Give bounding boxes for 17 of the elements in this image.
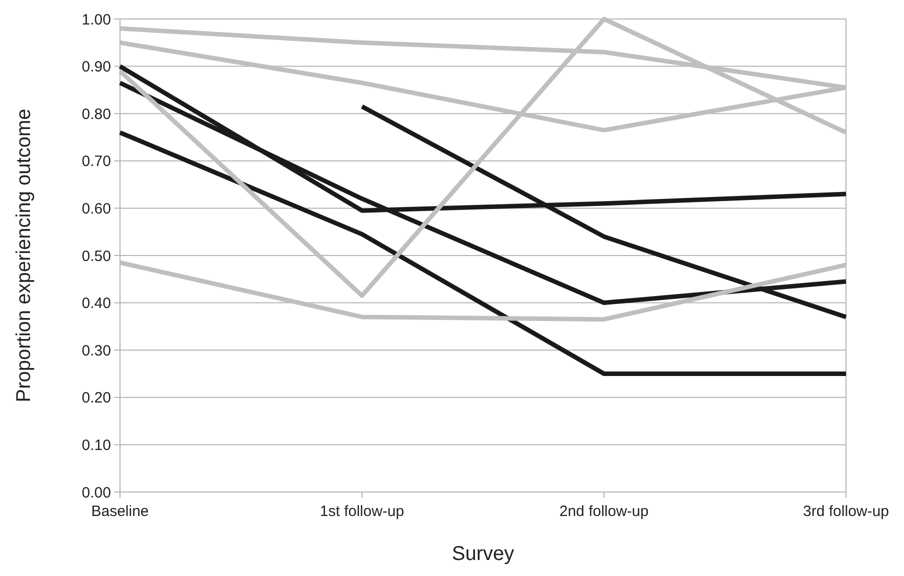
y-tick-label: 1.00 — [82, 11, 111, 28]
y-axis-title: Proportion experiencing outcome — [13, 108, 35, 402]
y-tick-label: 0.10 — [82, 436, 111, 454]
y-tick-label: 0.20 — [82, 390, 111, 407]
x-tick-label: 1st follow-up — [320, 503, 404, 520]
y-tick-label: 0.70 — [82, 153, 111, 170]
y-tick-label: 0.30 — [82, 342, 111, 360]
x-tick-label: 3rd follow-up — [803, 503, 889, 520]
y-tick-label: 0.50 — [82, 248, 111, 265]
x-axis-title: Survey — [452, 543, 514, 565]
y-tick-label: 0.80 — [82, 106, 111, 123]
y-tick-label: 0.00 — [82, 484, 111, 502]
y-tick-label: 0.90 — [82, 58, 111, 76]
y-tick-label: 0.40 — [82, 295, 111, 312]
x-tick-label: 2nd follow-up — [559, 503, 649, 520]
x-tick-label: Baseline — [91, 503, 149, 520]
y-tick-label: 0.60 — [82, 200, 111, 218]
